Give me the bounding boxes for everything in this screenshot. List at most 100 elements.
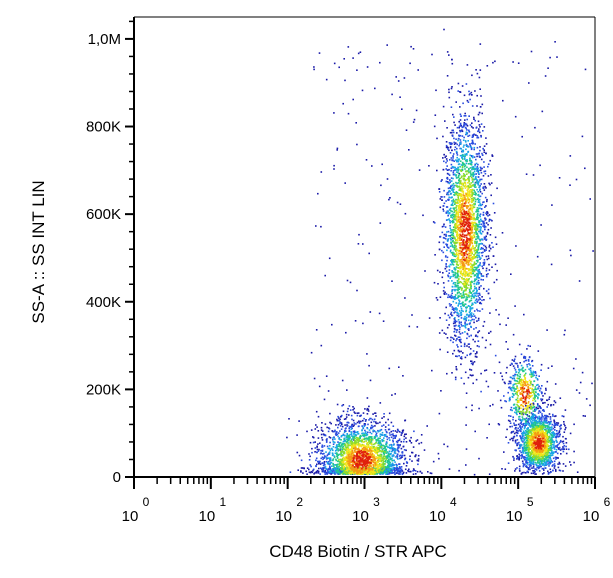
event-dot bbox=[339, 430, 341, 432]
event-dot bbox=[514, 388, 516, 390]
event-dot bbox=[327, 470, 329, 472]
event-dot bbox=[555, 415, 557, 417]
event-dot bbox=[329, 466, 331, 469]
event-dot bbox=[449, 159, 451, 161]
event-dot bbox=[527, 458, 530, 460]
event-dot bbox=[397, 470, 399, 473]
event-dot bbox=[515, 406, 518, 409]
event-dot bbox=[537, 393, 540, 395]
event-dot bbox=[461, 325, 463, 327]
event-dot bbox=[584, 167, 586, 170]
event-dot bbox=[471, 294, 474, 296]
event-dot bbox=[462, 154, 464, 157]
event-dot bbox=[400, 431, 403, 434]
event-dot bbox=[339, 416, 342, 418]
event-dot bbox=[478, 198, 481, 201]
event-dot bbox=[345, 331, 347, 334]
event-dot bbox=[355, 436, 358, 439]
event-dot bbox=[515, 245, 517, 247]
event-dot bbox=[527, 453, 530, 455]
event-dot bbox=[341, 449, 344, 451]
event-dot bbox=[344, 470, 346, 472]
event-dot bbox=[488, 473, 491, 475]
event-dot bbox=[481, 252, 483, 254]
event-dot bbox=[457, 336, 460, 338]
event-dot bbox=[472, 363, 474, 366]
event-dot bbox=[477, 283, 480, 285]
event-dot bbox=[466, 153, 468, 155]
event-dot bbox=[366, 66, 369, 68]
event-dot bbox=[459, 119, 462, 121]
event-dot bbox=[446, 445, 449, 448]
event-dot bbox=[448, 218, 450, 220]
event-dot bbox=[522, 456, 524, 458]
event-dot bbox=[466, 296, 469, 299]
event-dot bbox=[468, 129, 470, 132]
event-dot bbox=[462, 146, 465, 148]
event-dot bbox=[540, 398, 542, 400]
event-dot bbox=[435, 297, 438, 299]
event-dot bbox=[336, 447, 338, 449]
event-dot bbox=[379, 433, 382, 435]
event-dot bbox=[386, 431, 388, 434]
event-dot bbox=[491, 242, 493, 244]
event-dot bbox=[483, 189, 486, 191]
event-dot bbox=[557, 443, 559, 446]
event-dot bbox=[452, 232, 454, 235]
event-dot bbox=[313, 377, 316, 380]
event-dot bbox=[458, 125, 461, 127]
event-dot bbox=[443, 233, 446, 236]
event-dot bbox=[317, 470, 320, 473]
event-dot bbox=[539, 417, 541, 419]
event-dot bbox=[476, 72, 479, 75]
event-dot bbox=[541, 414, 543, 417]
event-dot bbox=[445, 180, 448, 183]
event-dot bbox=[353, 442, 355, 445]
event-dot bbox=[328, 445, 331, 447]
event-dot bbox=[377, 422, 379, 425]
event-dot bbox=[452, 204, 454, 207]
event-dot bbox=[473, 232, 476, 234]
event-dot bbox=[369, 442, 371, 445]
event-dot bbox=[324, 469, 327, 472]
event-dot bbox=[453, 327, 456, 330]
event-dot bbox=[473, 148, 475, 151]
event-dot bbox=[363, 417, 365, 420]
event-dot bbox=[458, 321, 461, 323]
event-dot bbox=[335, 459, 338, 462]
event-dot bbox=[518, 468, 521, 470]
event-dot bbox=[474, 279, 476, 282]
event-dot bbox=[458, 144, 460, 147]
event-dot bbox=[538, 394, 540, 396]
event-dot bbox=[473, 289, 475, 292]
event-dot bbox=[476, 250, 479, 253]
event-dot bbox=[475, 292, 478, 294]
event-dot bbox=[487, 228, 490, 231]
event-dot bbox=[328, 457, 330, 459]
event-dot bbox=[565, 438, 567, 440]
event-dot bbox=[479, 189, 481, 191]
event-dot bbox=[365, 437, 367, 440]
event-dot bbox=[475, 262, 478, 265]
event-dot bbox=[337, 445, 339, 448]
event-dot bbox=[382, 461, 384, 464]
event-dot bbox=[457, 163, 460, 166]
event-dot bbox=[379, 446, 381, 448]
event-dot bbox=[469, 300, 471, 302]
event-dot bbox=[559, 469, 562, 472]
event-dot bbox=[329, 412, 331, 415]
event-dot bbox=[514, 362, 517, 365]
event-dot bbox=[451, 234, 454, 236]
event-dot bbox=[358, 438, 360, 441]
event-dot bbox=[518, 416, 520, 418]
event-dot bbox=[476, 136, 478, 139]
event-dot bbox=[394, 437, 396, 439]
event-dot bbox=[341, 443, 344, 446]
event-dot bbox=[513, 367, 516, 369]
event-dot bbox=[399, 466, 401, 469]
event-dot bbox=[464, 326, 467, 329]
event-dot bbox=[341, 404, 343, 407]
event-dot bbox=[553, 451, 555, 453]
event-dot bbox=[582, 415, 585, 417]
event-dot bbox=[457, 82, 460, 85]
